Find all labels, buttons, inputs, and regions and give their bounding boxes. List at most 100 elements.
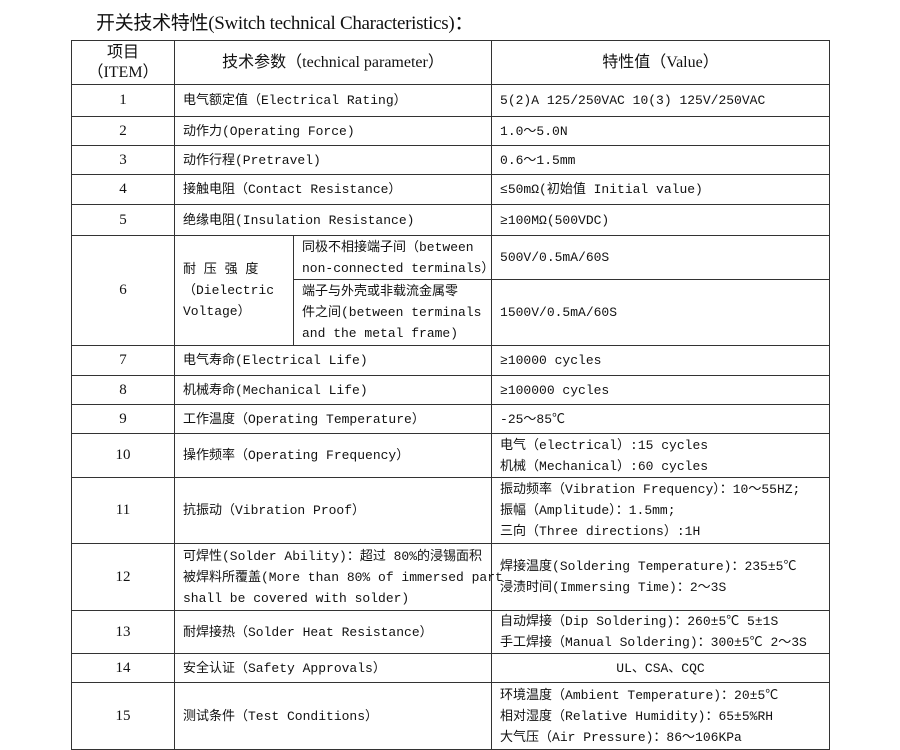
- text-line: 安全认证（Safety Approvals）: [183, 660, 386, 676]
- item-number: 6: [71, 235, 175, 346]
- parameter-cell: 耐 压 强 度 （Dielectric Voltage）: [174, 235, 294, 346]
- text-line: and the metal frame): [302, 326, 459, 341]
- parameter-cell: 绝缘电阻(Insulation Resistance): [173, 204, 493, 236]
- text-line: 大气压（Air Pressure)：86～106KPa: [500, 729, 742, 745]
- text-line: 可焊性(Solder Ability)：超过 80%的浸锡面积: [183, 548, 483, 564]
- text-line: 操作频率（Operating Frequency）: [183, 448, 410, 463]
- value-cell: 500V/0.5mA/60S: [491, 235, 831, 280]
- text-line: 自动焊接（Dip Soldering)：260±5℃ 5±1S: [500, 614, 779, 629]
- text-line: ≥100000 cycles: [500, 382, 610, 398]
- value-cell: ≤50mΩ(初始值 Initial value): [491, 174, 831, 205]
- table-row: 14 安全认证（Safety Approvals） UL、CSA、CQC: [71, 653, 831, 683]
- text-line: 5(2)A 125/250VAC 10(3) 125V/250VAC: [500, 93, 766, 108]
- text-line: 抗振动（Vibration Proof）: [183, 503, 366, 518]
- technical-characteristics-table: 项目 （ITEM） 技术参数（technical parameter） 特性值（…: [71, 40, 831, 750]
- item-number: 3: [71, 145, 175, 175]
- text-line: 500V/0.5mA/60S: [500, 250, 610, 265]
- table-row: 13 耐焊接热（Solder Heat Resistance） 自动焊接（Dip S…: [71, 610, 831, 654]
- text-line: -25～85℃: [500, 411, 566, 427]
- text-line: shall be covered with solder): [183, 590, 410, 606]
- parameter-cell: 接触电阻（Contact Resistance）: [173, 174, 493, 205]
- value-cell: ≥100MΩ(500VDC): [491, 204, 831, 236]
- parameter-cell: 机械寿命(Mechanical Life): [173, 375, 493, 405]
- text-line: 振动频率（Vibration Frequency）：10～55HZ;: [500, 482, 801, 497]
- text-line: 耐焊接热（Solder Heat Resistance）: [183, 624, 433, 640]
- parameter-cell: 电气寿命(Electrical Life): [173, 345, 493, 376]
- text-line: 0.6～1.5mm: [500, 152, 576, 168]
- parameter-cell: 安全认证（Safety Approvals）: [173, 653, 493, 683]
- item-number: 15: [71, 682, 175, 750]
- text-line: ≥10000 cycles: [500, 353, 602, 368]
- header-item-cn: 项目: [106, 43, 139, 61]
- header-value: 特性值（Value）: [491, 40, 831, 85]
- table-row: 11 抗振动（Vibration Proof） 振动频率（Vibration Fr…: [71, 477, 831, 544]
- text-line: 1.0～5.0N: [500, 123, 568, 139]
- text-line: non-connected terminals）: [302, 260, 495, 276]
- value-cell: 焊接温度(Soldering Temperature)：235±5℃ 浸渍时间(I…: [491, 543, 831, 611]
- value-cell: 环境温度（Ambient Temperature)：20±5℃ 相对湿度（Rela…: [491, 682, 831, 750]
- header-item: 项目 （ITEM）: [71, 40, 175, 85]
- parameter-cell: 工作温度（Operating Temperature）: [173, 404, 493, 434]
- parameter-cell: 动作行程(Pretravel): [173, 145, 493, 175]
- item-number: 14: [71, 653, 175, 683]
- text-line: 被焊料所覆盖(More than 80% of immersed part: [183, 569, 503, 585]
- table-row: 2 动作力(Operating Force) 1.0～5.0N: [71, 116, 831, 146]
- text-line: ≤50mΩ(初始值 Initial value): [500, 182, 703, 197]
- text-line: 测试条件（Test Conditions）: [183, 708, 379, 724]
- header-item-en: （ITEM）: [87, 63, 159, 81]
- table-row: 1 电气额定值（Electrical Rating） 5(2)A 125/250VA…: [71, 84, 831, 117]
- text-line: 浸渍时间(Immersing Time)：2～3S: [500, 580, 727, 595]
- item-number: 12: [71, 543, 175, 611]
- value-cell: 电气（electrical）:15 cycles 机械（Mechanical）:6…: [491, 433, 831, 478]
- text-line: 电气额定值（Electrical Rating）: [183, 93, 407, 108]
- parameter-cell: 抗振动（Vibration Proof）: [173, 477, 493, 544]
- text-line: 机械寿命(Mechanical Life): [183, 382, 368, 398]
- table-row: 15 测试条件（Test Conditions） 环境温度（Ambient Temp…: [71, 682, 831, 750]
- text-line: 工作温度（Operating Temperature）: [183, 411, 425, 427]
- parameter-cell: 测试条件（Test Conditions）: [173, 682, 493, 750]
- item-number: 5: [71, 204, 175, 236]
- value-cell: 1500V/0.5mA/60S: [491, 279, 831, 346]
- parameter-cell: 电气额定值（Electrical Rating）: [173, 84, 493, 117]
- item-number: 8: [71, 375, 175, 405]
- text-line: ≥100MΩ(500VDC): [500, 212, 610, 228]
- value-cell: 5(2)A 125/250VAC 10(3) 125V/250VAC: [491, 84, 831, 117]
- value-cell: -25～85℃: [491, 404, 831, 434]
- value-cell: ≥10000 cycles: [491, 345, 831, 376]
- table-row: 10 操作频率（Operating Frequency） 电气（electrical…: [71, 433, 831, 478]
- item-number: 7: [71, 345, 175, 376]
- text-line: 动作力(Operating Force): [183, 123, 355, 139]
- parameter-cell: 耐焊接热（Solder Heat Resistance）: [173, 610, 493, 654]
- item-number: 11: [71, 477, 175, 544]
- table-row: 8 机械寿命(Mechanical Life) ≥100000 cycles: [71, 375, 831, 405]
- text-line: 相对湿度（Relative Humidity)：65±5%RH: [500, 708, 774, 724]
- table-header-row: 项目 （ITEM） 技术参数（technical parameter） 特性值（…: [71, 40, 831, 85]
- text-line: 电气（electrical）:15 cycles: [500, 437, 709, 453]
- text-line: 端子与外壳或非载流金属零: [302, 284, 459, 299]
- parameter-cell: 可焊性(Solder Ability)：超过 80%的浸锡面积被焊料所覆盖(Mo…: [173, 543, 503, 611]
- text-line: 动作行程(Pretravel): [183, 152, 321, 168]
- value-cell: 自动焊接（Dip Soldering)：260±5℃ 5±1S 手工焊接（Manu…: [491, 610, 831, 654]
- table-row: 9 工作温度（Operating Temperature） -25～85℃: [71, 404, 831, 434]
- text-line: （Dielectric: [183, 283, 275, 298]
- text-line: 振幅（Amplitude）：1.5mm;: [500, 503, 676, 518]
- item-number: 2: [71, 116, 175, 146]
- value-cell: 振动频率（Vibration Frequency）：10～55HZ; 振幅（Amp…: [491, 477, 831, 544]
- text-line: 同极不相接端子间（between: [302, 239, 474, 255]
- item-number: 9: [71, 404, 175, 434]
- value-cell: 1.0～5.0N: [491, 116, 831, 146]
- table-row: 12 可焊性(Solder Ability)：超过 80%的浸锡面积 被焊料所覆盖(…: [71, 543, 831, 611]
- text-line: UL、CSA、CQC: [616, 660, 705, 676]
- item-number: 13: [71, 610, 175, 654]
- sub-parameter-cell: 端子与外壳或非载流金属零 件之间(between terminals and the…: [292, 279, 493, 346]
- text-line: 三向（Three directions）:1H: [500, 524, 701, 539]
- parameter-cell: 操作频率（Operating Frequency）: [173, 433, 493, 478]
- value-cell: 0.6～1.5mm: [491, 145, 831, 175]
- table-row: 5 绝缘电阻(Insulation Resistance) ≥100MΩ(500VD…: [71, 204, 831, 236]
- text-line: Voltage）: [183, 304, 251, 319]
- item-number: 10: [71, 433, 175, 478]
- table-row: 4 接触电阻（Contact Resistance） ≤50mΩ(初始值 Initi…: [71, 174, 831, 205]
- parameter-cell: 动作力(Operating Force): [173, 116, 493, 146]
- item-number: 1: [71, 84, 175, 117]
- text-line: 焊接温度(Soldering Temperature)：235±5℃: [500, 559, 797, 574]
